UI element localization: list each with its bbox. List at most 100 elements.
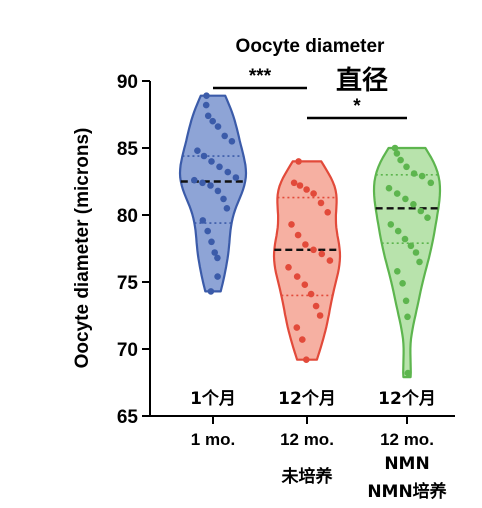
data-point xyxy=(324,209,332,216)
data-point xyxy=(399,280,406,287)
data-point xyxy=(199,217,207,224)
x-category-sublabel: NMN培养 xyxy=(367,481,447,502)
data-point xyxy=(303,356,310,364)
y-tick-label: 80 xyxy=(117,206,138,227)
data-point xyxy=(296,182,304,189)
violin-group: 12个月 xyxy=(272,158,342,409)
data-point xyxy=(393,190,401,197)
data-point xyxy=(202,101,210,109)
x-category-label: 12 mo. xyxy=(280,430,334,449)
significance-bars: **** xyxy=(213,66,407,120)
data-point xyxy=(302,241,309,248)
data-point xyxy=(214,123,222,130)
x-category-sublabel: 未培养 xyxy=(281,466,334,487)
group-inner-label: 12个月 xyxy=(278,388,336,409)
y-tick-label: 85 xyxy=(117,139,139,160)
data-point xyxy=(387,221,395,228)
data-point xyxy=(199,179,206,187)
data-point xyxy=(385,184,393,192)
data-point xyxy=(223,205,231,212)
x-category-sublabel: NMN xyxy=(384,454,429,474)
data-point xyxy=(294,231,302,239)
violin-group: 1个月 xyxy=(178,92,248,409)
group-inner-label: 1个月 xyxy=(190,388,236,409)
data-point xyxy=(285,264,292,271)
data-point xyxy=(412,249,420,256)
chart-title: Oocyte diameter xyxy=(236,36,385,57)
data-point xyxy=(295,158,302,165)
data-point xyxy=(410,201,417,208)
data-point xyxy=(407,242,415,250)
data-point xyxy=(424,214,431,221)
y-tick-label: 75 xyxy=(117,273,139,294)
data-point xyxy=(224,168,232,176)
data-point xyxy=(191,176,198,184)
data-point xyxy=(393,150,401,157)
x-category-label: 12 mo. xyxy=(380,430,434,449)
data-point xyxy=(232,174,240,181)
data-point xyxy=(310,190,317,197)
data-point xyxy=(417,207,425,215)
data-point xyxy=(208,238,215,246)
violin-body xyxy=(178,94,248,293)
y-tick-label: 70 xyxy=(117,340,138,361)
data-point xyxy=(310,246,317,254)
y-tick-label: 90 xyxy=(117,72,138,93)
data-point xyxy=(207,288,215,295)
y-tick-label: 65 xyxy=(117,407,139,428)
data-point xyxy=(299,336,306,343)
data-point xyxy=(293,324,301,331)
x-category-label: 1 mo. xyxy=(191,430,235,449)
data-point xyxy=(220,195,227,203)
data-point xyxy=(200,152,208,160)
violin-group: 12个月 xyxy=(372,144,442,409)
axes: 65 70 75 80 85 90 xyxy=(117,72,455,428)
data-point xyxy=(316,312,324,319)
data-point xyxy=(403,163,410,171)
data-point xyxy=(402,195,409,203)
data-point xyxy=(228,138,236,145)
data-point xyxy=(290,179,298,187)
data-point xyxy=(401,235,409,243)
data-point xyxy=(214,273,221,280)
violin-body xyxy=(372,146,442,379)
data-point xyxy=(221,132,228,140)
x-axis-labels: 1 mo. 12 mo. 未培养 12 mo. NMN NMN培养 xyxy=(191,430,448,502)
data-point xyxy=(293,273,301,280)
data-point xyxy=(214,187,222,195)
data-point xyxy=(404,369,412,377)
y-axis-label: Oocyte diameter (microns) xyxy=(72,128,93,369)
data-point xyxy=(194,147,201,154)
data-point xyxy=(214,254,221,262)
violins: 1个月 12个月 12个月 xyxy=(178,92,442,409)
data-point xyxy=(317,199,325,207)
data-point xyxy=(416,258,423,266)
data-point xyxy=(418,172,426,180)
data-point xyxy=(211,249,218,256)
data-point xyxy=(402,297,410,305)
data-point xyxy=(207,182,214,189)
data-point xyxy=(397,156,404,164)
data-point xyxy=(394,268,401,275)
data-point xyxy=(204,112,212,120)
data-point xyxy=(307,290,315,298)
data-point xyxy=(303,186,310,193)
significance-label: *** xyxy=(249,66,272,87)
group-inner-label: 12个月 xyxy=(378,388,436,409)
title-annotation: 直径 xyxy=(336,66,388,96)
data-point xyxy=(326,257,334,264)
data-point xyxy=(208,158,215,165)
violin-body xyxy=(272,160,342,361)
data-point xyxy=(203,92,210,99)
data-point xyxy=(312,302,320,310)
data-point xyxy=(318,250,326,258)
data-point xyxy=(288,221,295,228)
data-point xyxy=(301,281,309,289)
significance-label: * xyxy=(353,96,361,117)
data-point xyxy=(410,170,418,177)
data-point xyxy=(216,163,223,171)
data-point xyxy=(391,144,399,152)
data-point xyxy=(394,227,402,235)
